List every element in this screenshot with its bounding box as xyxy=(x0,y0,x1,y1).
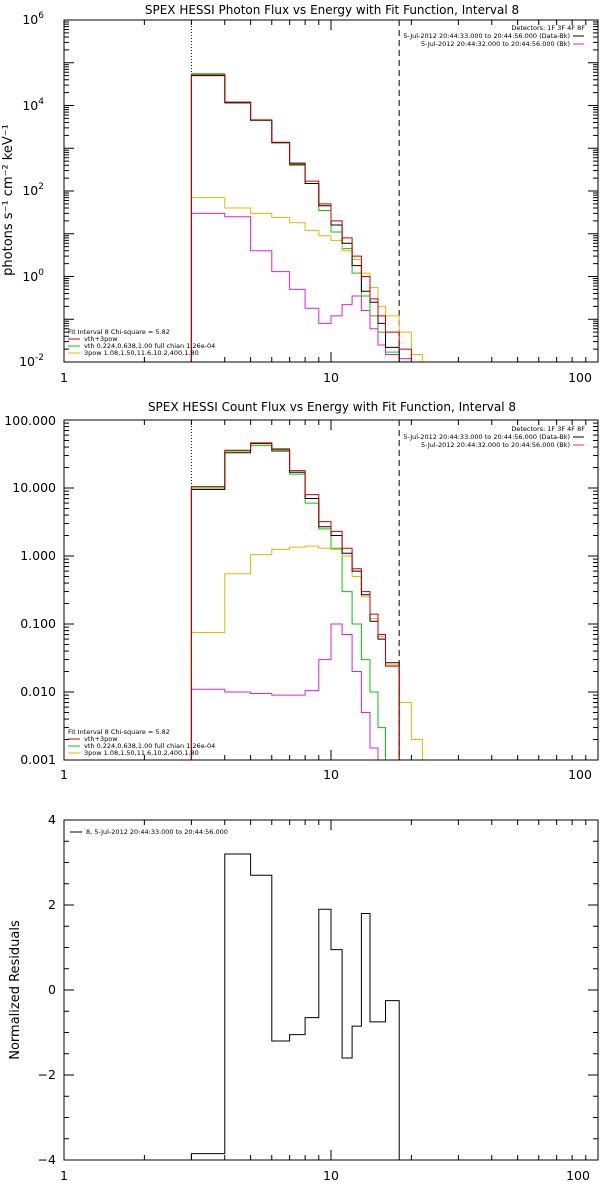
photon-legend-fit-header: Fit Interval 8 Chi-square = 5.82 xyxy=(68,328,170,336)
photon-powerlaw-histogram xyxy=(190,197,451,363)
residual-y-tick-4: 4 xyxy=(48,812,56,827)
photon-flux-title: SPEX HESSI Photon Flux vs Energy with Fi… xyxy=(145,3,519,17)
photon-y-tick-1e-2: 10-2 xyxy=(19,353,44,369)
photon-data-histogram xyxy=(190,75,412,363)
count-total-histogram xyxy=(190,442,400,760)
count-flux-panel: SPEX HESSI Count Flux vs Energy with Fit… xyxy=(4,400,599,782)
count-x-tick-100: 100 xyxy=(568,767,592,782)
count-background-histogram xyxy=(190,623,400,761)
residual-x-tick-1: 1 xyxy=(60,1168,68,1183)
photon-y-axis-label: photons s⁻¹ cm⁻² keV⁻¹ xyxy=(1,124,16,276)
count-legend-powerlaw-label: 3pow 1.08,1.50,11.6,10.2,400,1.80 xyxy=(84,749,199,757)
residuals-axes xyxy=(63,819,599,1161)
count-y-tick-0.100: 0.100 xyxy=(20,616,56,631)
residual-legend-label: 8, 5-Jul-2012 20:44:33.000 to 20:44:56.0… xyxy=(86,828,228,836)
count-legend-detectors: Detectors: 1F 3F 4F 8F xyxy=(511,425,585,433)
residual-data-histogram xyxy=(190,853,400,1160)
photon-x-tick-10: 10 xyxy=(323,370,339,385)
count-legend-bk-label: 5-Jul-2012 20:44:32.000 to 20:44:56.000 … xyxy=(421,441,570,449)
photon-x-tick-1: 1 xyxy=(60,370,68,385)
count-y-tick-100.000: 100.000 xyxy=(4,413,56,428)
residual-y-tick-0: 0 xyxy=(48,982,56,997)
photon-y-tick-1e4: 104 xyxy=(22,97,44,113)
count-legend-thermal-label: vth 0.224,0.638,1.00 full chian 1.26e-04 xyxy=(84,742,215,750)
photon-flux-axes xyxy=(63,19,599,363)
photon-legend-bk-label: 5-Jul-2012 20:44:32.000 to 20:44:56.000 … xyxy=(421,40,570,48)
residual-y-tick-2: 2 xyxy=(48,897,56,912)
count-y-tick-10.000: 10.000 xyxy=(12,480,56,495)
photon-legend-total-label: vth+3pow xyxy=(84,335,118,343)
photon-y-tick-1e0: 100 xyxy=(22,268,44,284)
count-y-tick-0.001: 0.001 xyxy=(20,752,56,767)
count-legend-data-label: 5-Jul-2012 20:44:33.000 to 20:44:56.000 … xyxy=(403,433,570,441)
residual-x-tick-10: 10 xyxy=(323,1168,339,1183)
count-flux-title: SPEX HESSI Count Flux vs Energy with Fit… xyxy=(148,400,516,414)
count-y-tick-1.000: 1.000 xyxy=(20,548,56,563)
count-legend-fit-header: Fit Interval 8 Chi-square = 5.82 xyxy=(68,728,170,736)
count-x-tick-10: 10 xyxy=(323,767,339,782)
photon-y-tick-1e6: 106 xyxy=(22,11,44,27)
photon-flux-panel: SPEX HESSI Photon Flux vs Energy with Fi… xyxy=(1,3,599,385)
photon-legend-powerlaw-label: 3pow 1.08,1.50,11.6,10.2,400,1.80 xyxy=(84,349,199,357)
count-powerlaw-histogram xyxy=(190,545,442,761)
residuals-panel: 1 10 100 −4 −2 0 2 4 Normalized Residual… xyxy=(8,812,599,1183)
photon-x-tick-100: 100 xyxy=(568,370,592,385)
photon-legend-data-label: 5-Jul-2012 20:44:33.000 to 20:44:56.000 … xyxy=(403,32,570,40)
photon-total-histogram xyxy=(190,74,412,362)
count-thermal-histogram xyxy=(190,445,423,761)
photon-legend-thermal-label: vth 0.224,0.638,1.00 full chian 1.26e-04 xyxy=(84,342,215,350)
count-y-tick-0.010: 0.010 xyxy=(20,684,56,699)
count-flux-axes xyxy=(63,419,599,761)
residual-y-tick-minus2: −2 xyxy=(38,1067,56,1082)
photon-background-histogram xyxy=(190,212,412,362)
photon-legend-detectors: Detectors: 1F 3F 4F 8F xyxy=(511,24,585,32)
photon-y-tick-1e2: 102 xyxy=(22,182,44,198)
count-x-tick-1: 1 xyxy=(60,767,68,782)
residual-y-tick-minus4: −4 xyxy=(38,1152,56,1167)
photon-thermal-histogram xyxy=(190,73,451,363)
residual-y-axis-label: Normalized Residuals xyxy=(8,920,23,1060)
residual-x-tick-100: 100 xyxy=(566,1168,590,1183)
count-legend-total-label: vth+3pow xyxy=(84,735,118,743)
